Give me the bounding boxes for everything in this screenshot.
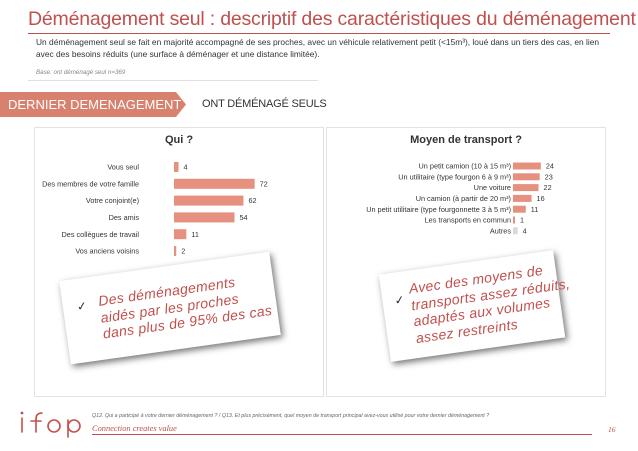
base-note: Base: ont déménagé seul n=369 [36,69,126,76]
checkmark-icon: ✓ [393,292,406,308]
checkmark-icon: ✓ [75,298,88,314]
brand-tagline: Connection creates value [92,424,177,433]
category-label: Un utilitaire (type fourgon 6 à 9 m³) [398,172,511,181]
value-label: 11 [191,230,199,239]
value-label: 72 [260,179,268,188]
category-label: Un camion (à partir de 20 m³) [416,194,511,203]
value-label: 2 [181,247,185,256]
category-label: Un petit utilitaire (type fourgonnette 3… [366,205,511,214]
page-number: 16 [608,425,616,434]
category-label: Les transports en commun [425,216,511,225]
category-label: Votre conjoint(e) [86,196,139,205]
logo-wordmark: ifop [14,406,16,407]
footer-divider [92,434,592,435]
ifop-logo: ifop [14,406,81,438]
bar-transport-2 [513,184,539,192]
value-label: 62 [248,196,256,205]
bar-qui-4 [174,229,187,240]
chart-qui: Vous seul 4 Des membres de votre famille 72… [42,162,268,256]
callout-text-helpers: Des déménagements aidés par les proches … [97,273,274,342]
category-label: Une voiture [474,183,511,192]
bar-transport-6 [513,227,518,235]
title-divider [28,33,610,34]
category-label: Autres [490,226,511,235]
section-subheading: ONT DÉMÉNAGÉ SEULS [202,98,327,110]
section-ribbon: DERNIER DEMENAGEMENT [0,92,186,117]
category-label: Des collègues de travail [62,230,140,239]
value-label: 16 [537,194,545,203]
value-label: 24 [546,162,554,171]
value-label: 1 [520,216,524,225]
bar-qui-3 [174,212,235,223]
value-label: 22 [544,183,552,192]
bar-qui-2 [174,195,244,206]
chart-transport: Un petit camion (10 à 15 m³) 24 Un utilita… [366,162,554,236]
bar-qui-1 [174,178,255,189]
bar-transport-1 [513,173,540,181]
value-label: 54 [239,213,247,222]
bar-transport-4 [513,205,526,213]
page-title: Déménagement seul : descriptif des carac… [28,8,636,30]
value-label: 11 [531,205,539,214]
category-label: Vos anciens voisins [75,247,139,256]
chart-title-transport: Moyen de transport ? [410,134,522,146]
category-label: Des membres de votre famille [42,179,139,188]
value-label: 23 [545,172,553,181]
bar-transport-3 [513,194,532,202]
category-label: Des amis [109,213,140,222]
question-footnote: Q12. Qui a participé à votre dernier dém… [92,413,490,419]
value-label: 4 [183,163,187,172]
chart-title-qui: Qui ? [164,134,194,146]
category-label: Vous seul [107,163,139,172]
bar-qui-0 [174,162,179,172]
category-label: Un petit camion (10 à 15 m³) [419,162,511,171]
value-label: 4 [523,226,527,235]
callout-text-transport: Avec des moyens de transports assez rédu… [407,261,571,346]
bar-qui-5 [174,246,177,256]
bar-transport-0 [513,162,541,170]
bar-transport-5 [513,216,515,224]
page-subtitle: Un déménagement seul se fait en majorité… [36,37,600,59]
base-divider [28,80,318,81]
